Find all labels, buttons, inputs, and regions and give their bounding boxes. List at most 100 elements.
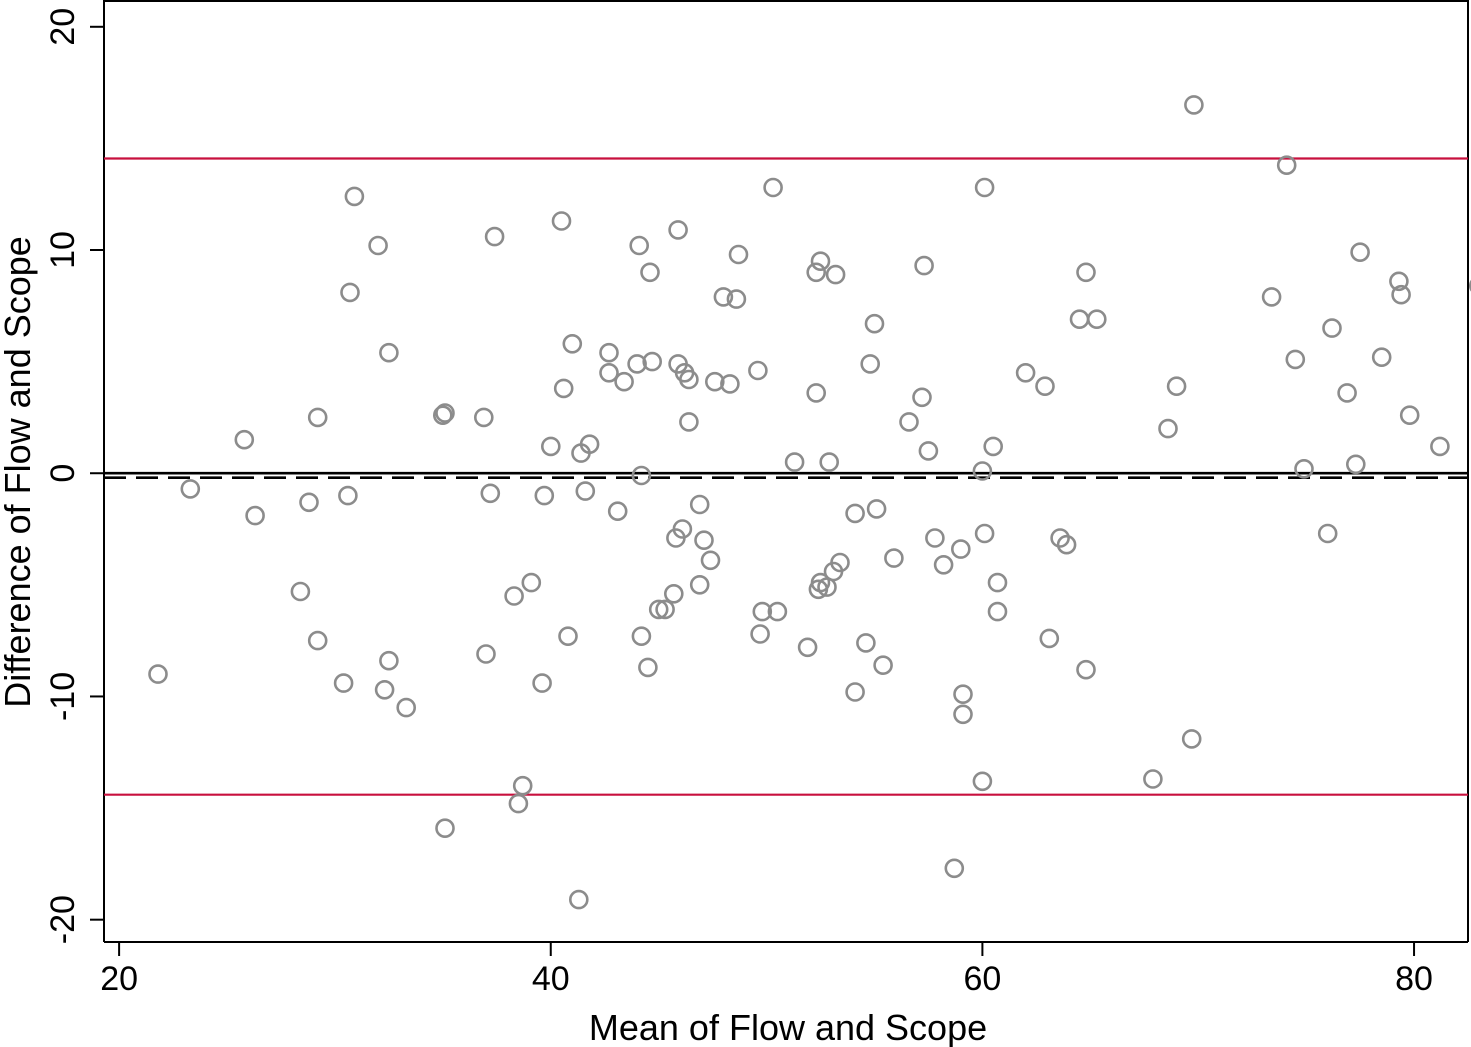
data-point — [1391, 284, 1411, 305]
data-point — [704, 371, 725, 392]
data-point — [299, 492, 319, 513]
data-point — [655, 599, 675, 620]
data-point — [234, 429, 255, 450]
data-point — [1261, 287, 1282, 307]
data-point — [810, 251, 831, 272]
data-point — [1015, 362, 1036, 383]
data-point — [1430, 436, 1450, 457]
data-point — [663, 583, 684, 604]
data-point — [148, 664, 168, 684]
data-point — [925, 528, 945, 548]
data-point — [1184, 95, 1204, 115]
data-points — [148, 95, 1471, 910]
data-point — [1346, 454, 1366, 475]
data-point — [1337, 383, 1357, 403]
data-point — [396, 697, 417, 718]
data-point — [972, 461, 993, 481]
data-point — [1087, 309, 1107, 330]
data-point — [435, 818, 455, 839]
data-point — [245, 505, 265, 526]
data-point — [987, 601, 1008, 622]
data-point — [638, 657, 658, 678]
data-point — [648, 599, 669, 620]
y-axis-label: Difference of Flow and Scope — [0, 236, 38, 708]
data-point — [1276, 155, 1297, 175]
data-point — [1143, 769, 1163, 789]
data-point — [1285, 349, 1306, 370]
data-point — [553, 378, 574, 399]
data-point — [974, 523, 995, 544]
data-point — [694, 530, 714, 551]
data-point — [504, 586, 524, 606]
plot-frame — [103, 0, 1469, 943]
y-tick-label: 0 — [44, 464, 82, 483]
data-point — [679, 369, 699, 390]
data-point — [629, 235, 650, 256]
data-point — [953, 704, 973, 725]
data-point — [1076, 659, 1096, 680]
data-point — [1399, 405, 1420, 426]
data-point — [950, 539, 971, 559]
data-point — [987, 572, 1008, 593]
data-point — [1322, 318, 1342, 338]
data-point — [631, 465, 652, 486]
data-point — [642, 351, 663, 372]
data-point — [340, 282, 360, 303]
x-axis: 20 40 60 80 — [100, 942, 1433, 998]
data-point — [797, 637, 818, 658]
y-tick-label: -20 — [44, 895, 82, 944]
data-point — [1039, 628, 1060, 649]
data-point — [1181, 729, 1202, 749]
data-point — [607, 501, 628, 522]
data-point — [752, 601, 773, 622]
data-point — [599, 342, 619, 363]
data-point — [864, 313, 885, 334]
data-point — [873, 655, 893, 676]
data-point — [806, 262, 827, 283]
data-point — [180, 479, 201, 499]
y-tick-label: 20 — [44, 8, 82, 46]
data-point — [640, 262, 660, 283]
data-point — [672, 519, 693, 539]
data-point — [806, 383, 827, 403]
data-point — [1166, 376, 1187, 397]
data-point — [933, 554, 954, 575]
data-point — [884, 548, 904, 568]
data-point — [767, 601, 788, 622]
data-point — [860, 354, 881, 374]
data-point — [534, 485, 555, 506]
data-point — [1371, 347, 1392, 368]
data-point — [912, 387, 932, 408]
data-point — [720, 374, 740, 394]
reference-lines — [104, 157, 1468, 796]
data-point — [1294, 458, 1314, 479]
y-tick-label: 10 — [44, 231, 82, 269]
data-point — [344, 186, 365, 207]
data-point — [435, 403, 455, 423]
data-point — [750, 624, 770, 644]
x-tick-label: 40 — [532, 960, 570, 998]
data-point — [748, 360, 768, 381]
data-point — [726, 289, 747, 309]
data-point — [972, 771, 993, 792]
data-point — [953, 684, 973, 705]
data-point — [307, 407, 328, 428]
data-point — [819, 452, 840, 472]
data-point — [508, 793, 529, 814]
x-tick-label: 20 — [100, 960, 138, 998]
data-point — [558, 626, 578, 647]
data-point — [866, 499, 887, 519]
data-point — [562, 333, 583, 354]
data-point — [974, 177, 995, 198]
data-point — [551, 211, 572, 231]
data-point — [1035, 376, 1055, 397]
data-point — [899, 412, 919, 432]
data-point — [521, 572, 542, 593]
data-point — [784, 452, 805, 472]
data-point — [944, 858, 965, 879]
data-point — [845, 503, 865, 524]
data-point — [825, 264, 846, 285]
data-point — [1056, 534, 1077, 555]
data-point — [689, 574, 710, 595]
